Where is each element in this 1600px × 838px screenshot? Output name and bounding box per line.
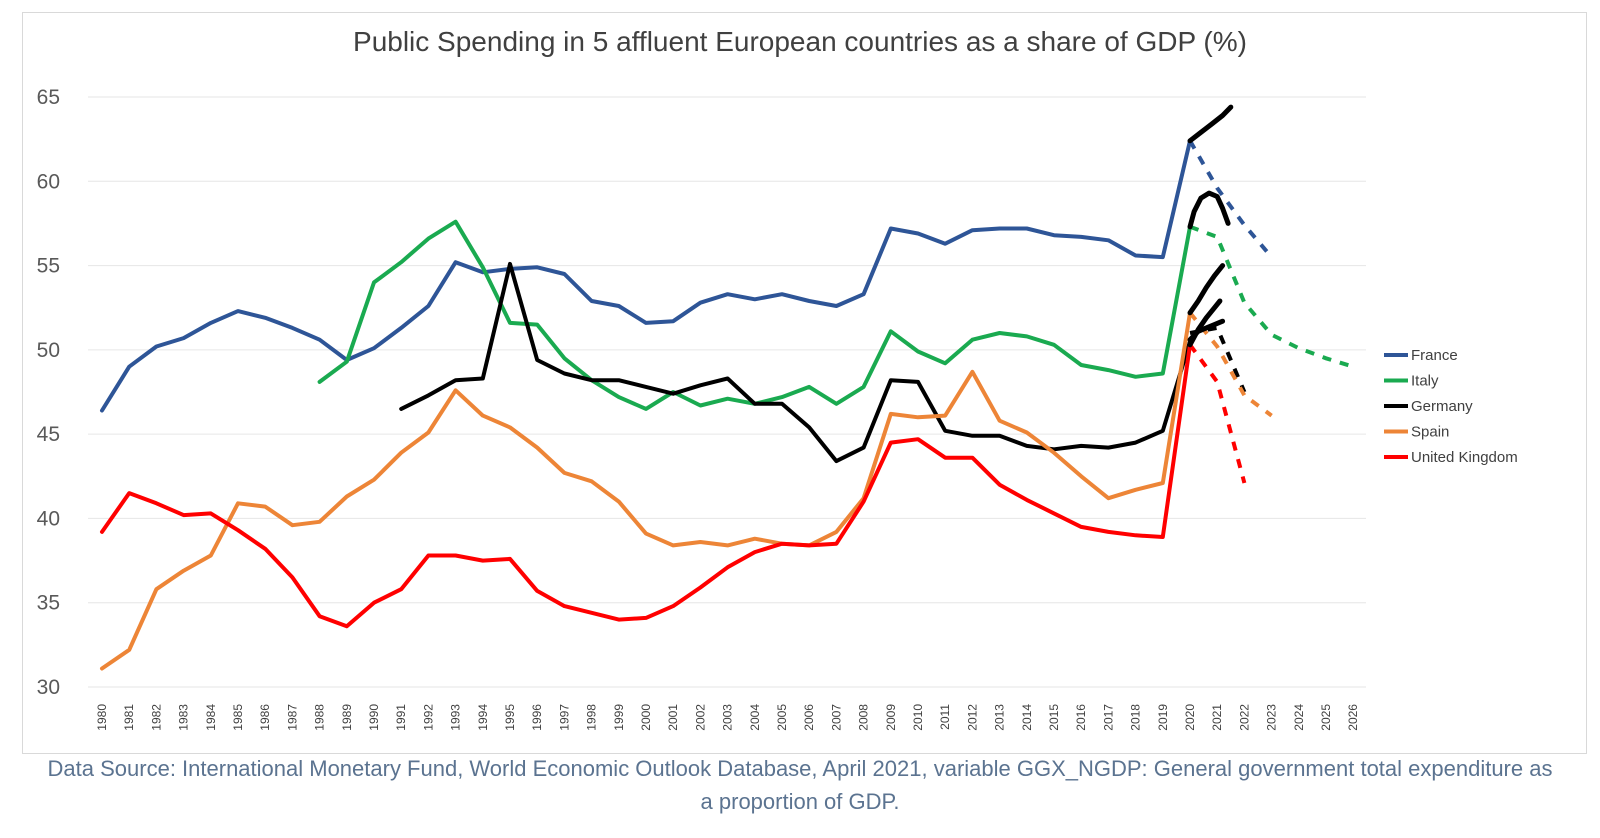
x-tick-label: 2011 (938, 704, 952, 730)
x-tick-label: 1985 (231, 704, 245, 731)
x-tick-label: 1994 (476, 704, 490, 731)
x-tick-label: 1988 (313, 704, 327, 731)
x-tick-label: 2021 (1210, 704, 1224, 731)
x-tick-label: 1991 (394, 704, 408, 731)
legend-label: France (1411, 347, 1458, 364)
x-tick-label: 2001 (666, 704, 680, 731)
x-tick-label: 1996 (530, 704, 544, 731)
x-tick-label: 1998 (585, 704, 599, 731)
legend-label: United Kingdom (1411, 449, 1518, 466)
projection-line-germany (1189, 325, 1247, 393)
x-tick-label: 2009 (884, 704, 898, 731)
x-tick-label: 2025 (1319, 704, 1333, 731)
x-tick-label: 1986 (258, 704, 272, 731)
source-note: Data Source: International Monetary Fund… (47, 756, 1553, 814)
y-tick-label: 50 (37, 339, 60, 362)
x-tick-label: 2013 (993, 704, 1007, 731)
y-tick-label: 65 (37, 86, 60, 109)
series-line-united-kingdom (100, 342, 1192, 629)
legend: France Italy Germany Spain United Kingdom (1384, 347, 1518, 466)
marker-stroke (1187, 190, 1231, 230)
y-tick-label: 35 (37, 592, 60, 615)
y-axis-ticks: 30 35 40 45 50 55 60 65 (37, 86, 60, 699)
y-tick-label: 30 (37, 676, 60, 699)
projection-line-france (1188, 139, 1274, 259)
y-tick-label: 40 (37, 507, 60, 530)
x-tick-label: 2019 (1156, 704, 1170, 731)
x-tick-label: 2014 (1020, 704, 1034, 731)
x-tick-label: 1992 (421, 704, 435, 731)
x-tick-label: 2008 (857, 704, 871, 731)
x-tick-label: 1989 (340, 704, 354, 731)
x-tick-label: 2017 (1101, 704, 1115, 731)
x-tick-label: 2002 (693, 704, 707, 731)
x-tick-label: 2020 (1183, 704, 1197, 731)
x-tick-label: 2026 (1346, 704, 1360, 731)
x-tick-label: 2023 (1265, 704, 1279, 731)
x-tick-label: 1987 (285, 704, 299, 731)
series-line-spain (100, 310, 1192, 671)
y-tick-label: 60 (37, 170, 60, 193)
marker-annotations (1187, 104, 1234, 348)
x-tick-label: 1983 (177, 704, 191, 731)
marker-stroke (1187, 318, 1226, 343)
x-tick-label: 2005 (775, 704, 789, 731)
x-tick-label: 2018 (1129, 704, 1143, 731)
series-line-france (100, 138, 1192, 413)
x-tick-label: 2024 (1292, 704, 1306, 731)
y-tick-label: 45 (37, 423, 60, 446)
x-tick-label: 2007 (829, 704, 843, 731)
x-tick-label: 1999 (612, 704, 626, 731)
marker-stroke (1187, 104, 1234, 144)
x-tick-label: 2006 (802, 704, 816, 731)
series-lines (100, 138, 1354, 671)
x-tick-label: 1997 (557, 704, 571, 731)
projection-line-united-kingdom (1188, 343, 1247, 484)
series-line-germany (399, 261, 1192, 464)
chart-frame (22, 12, 1587, 754)
x-tick-label: 2015 (1047, 704, 1061, 731)
projection-line-italy (1189, 224, 1354, 369)
x-axis-ticks: 1980 1981 1982 1983 1984 1985 1986 1987 1988 1989… (95, 704, 1360, 731)
legend-label: Germany (1411, 398, 1473, 415)
x-tick-label: 1984 (204, 704, 218, 731)
x-tick-label: 2016 (1074, 704, 1088, 731)
legend-label: Italy (1411, 373, 1439, 390)
x-tick-label: 1981 (122, 704, 136, 731)
x-tick-label: 1995 (503, 704, 517, 731)
x-tick-label: 1990 (367, 704, 381, 731)
series-line-italy (317, 219, 1192, 411)
x-tick-label: 2022 (1237, 704, 1251, 731)
chart-title: Public Spending in 5 affluent European c… (353, 26, 1247, 57)
x-tick-label: 2000 (639, 704, 653, 731)
x-tick-label: 2010 (911, 704, 925, 731)
x-tick-label: 1993 (449, 704, 463, 731)
x-tick-label: 2012 (965, 704, 979, 731)
y-tick-label: 55 (37, 255, 60, 278)
x-tick-label: 1980 (95, 704, 109, 731)
legend-label: Spain (1411, 424, 1449, 441)
marker-stroke (1187, 263, 1226, 316)
x-tick-label: 1982 (149, 704, 163, 731)
x-tick-label: 2003 (721, 704, 735, 731)
x-tick-label: 2004 (748, 704, 762, 731)
